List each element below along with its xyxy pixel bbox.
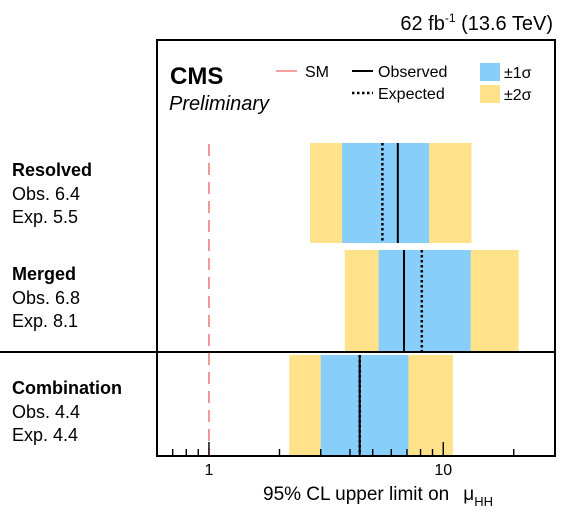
lines-layer <box>208 143 424 456</box>
category-obs: Obs. 6.4 <box>12 184 80 204</box>
cms-label: CMS <box>170 63 223 90</box>
category-labels: Resolved Obs. 6.4 Exp. 5.5 Merged Obs. 6… <box>12 160 122 445</box>
x-tick-label: 10 <box>434 462 452 479</box>
x-axis-title-subscript: HH <box>474 494 493 509</box>
category-exp: Exp. 8.1 <box>12 311 78 331</box>
lumi-energy: (13.6 TeV) <box>456 13 553 35</box>
preliminary-label: Preliminary <box>169 93 270 115</box>
lumi-exponent: -1 <box>445 11 456 25</box>
category-name: Merged <box>12 264 76 284</box>
category-name: Resolved <box>12 160 92 180</box>
x-axis: 1 10 <box>156 442 556 479</box>
legend-sm-label: SM <box>305 64 329 81</box>
legend-expected-label: Expected <box>378 86 445 103</box>
legend: SM Observed Expected ±1σ ±2σ <box>276 63 532 104</box>
category-obs: Obs. 4.4 <box>12 402 80 422</box>
legend-one-sigma-swatch <box>480 63 500 81</box>
one-sigma-band <box>378 250 471 352</box>
one-sigma-band <box>342 143 430 243</box>
lumi-value: 62 fb <box>400 13 444 35</box>
plot-frame <box>156 39 556 457</box>
bands-layer <box>289 143 519 455</box>
one-sigma-band <box>320 355 409 455</box>
category-obs: Obs. 6.8 <box>12 288 80 308</box>
category-exp: Exp. 5.5 <box>12 207 78 227</box>
legend-two-sigma-label: ±2σ <box>504 87 532 104</box>
category-name: Combination <box>12 378 122 398</box>
x-tick-label: 1 <box>205 462 214 479</box>
category-exp: Exp. 4.4 <box>12 425 78 445</box>
legend-one-sigma-label: ±1σ <box>504 65 532 82</box>
lumi-label: 62 fb-1 (13.6 TeV) <box>400 11 553 35</box>
legend-observed-label: Observed <box>378 64 447 81</box>
x-axis-title-symbol: μ <box>463 484 474 505</box>
x-axis-title-main: 95% CL upper limit on <box>263 484 449 505</box>
x-axis-title: 95% CL upper limit on μHH <box>263 484 493 509</box>
legend-two-sigma-swatch <box>480 85 500 103</box>
